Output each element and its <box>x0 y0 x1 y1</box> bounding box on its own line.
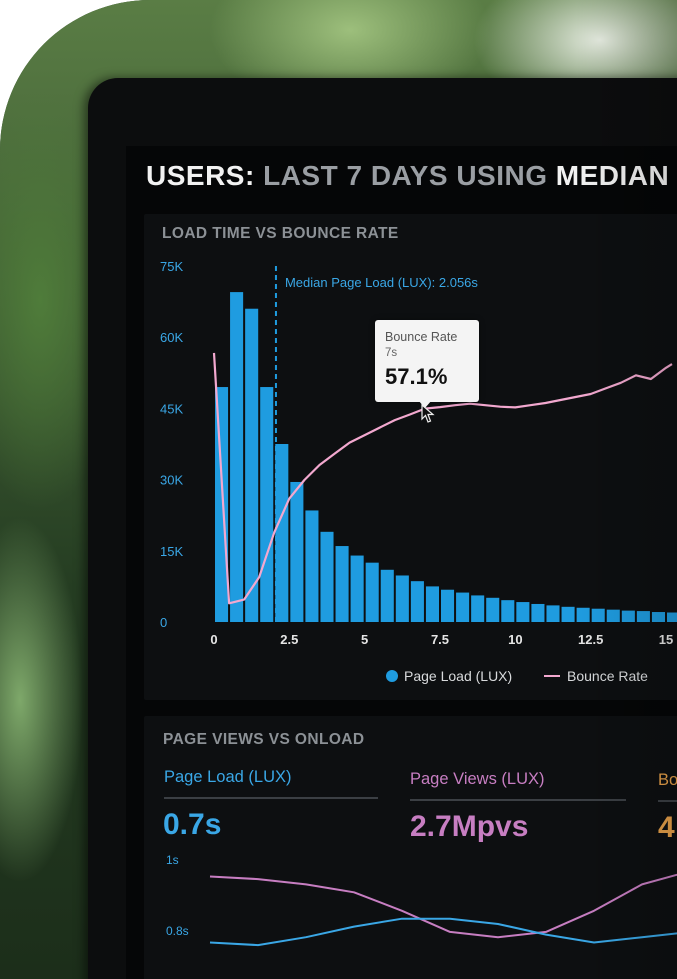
page-views-line <box>209 873 677 939</box>
bar <box>667 612 677 622</box>
metric-page-views-label: Page Views (LUX) <box>410 770 545 788</box>
tooltip-tail <box>418 400 432 408</box>
bounce-rate-tooltip: Bounce Rate 7s 57.1% <box>375 320 479 402</box>
x-tick-label: 12.5 <box>578 632 603 647</box>
bar <box>456 592 470 622</box>
metric-page-views-rule <box>410 799 626 801</box>
page-views-panel <box>144 716 677 979</box>
title-users: USERS: <box>146 160 255 191</box>
x-tick-label: 5 <box>361 632 368 647</box>
legend-bounce-rate: Bounce Rate <box>544 668 648 684</box>
bar <box>245 308 259 622</box>
metric-page-views-value: 2.7Mpvs <box>410 810 529 843</box>
chart1-title: LOAD TIME VS BOUNCE RATE <box>162 225 399 242</box>
bar <box>395 575 409 622</box>
bar <box>576 607 590 622</box>
dashboard-title: USERS: LAST 7 DAYS USING MEDIAN <box>146 160 669 192</box>
bar <box>335 546 349 622</box>
bar <box>561 606 575 622</box>
tooltip-label: Bounce Rate <box>385 330 458 344</box>
bar <box>230 292 244 622</box>
legend-page-load: Page Load (LUX) <box>386 668 512 684</box>
title-last-7-days: LAST 7 DAYS <box>263 160 449 191</box>
legend-dot-icon <box>386 670 398 682</box>
bar <box>215 387 229 622</box>
x-tick-label: 2.5 <box>280 632 298 647</box>
bar <box>441 589 455 622</box>
tooltip-value: 57.1% <box>385 364 448 389</box>
bar <box>501 600 515 622</box>
y-tick-label: 60K <box>160 330 183 345</box>
bar <box>290 481 304 622</box>
y-tick-label: 1s <box>166 853 179 867</box>
bar <box>531 603 545 622</box>
legend-line-icon <box>544 675 560 677</box>
y-tick-label: 30K <box>160 473 183 488</box>
bar <box>591 608 605 622</box>
y-tick-label: 45K <box>160 401 183 416</box>
bar <box>305 510 319 622</box>
legend-bounce-rate-label: Bounce Rate <box>567 668 648 684</box>
tooltip-x-label: 7s <box>385 347 398 359</box>
legend-page-load-label: Page Load (LUX) <box>404 668 513 684</box>
median-annotation: Median Page Load (LUX): 2.056s <box>285 275 478 290</box>
bounce-rate-line <box>212 352 673 605</box>
page-load-line <box>209 917 677 947</box>
y-tick-label: 75K <box>160 259 183 274</box>
metric-page-load-label: Page Load (LUX) <box>164 768 292 786</box>
bar <box>636 611 650 622</box>
metric-page-load-rule <box>164 797 378 799</box>
x-tick-label: 15 <box>659 632 673 647</box>
bar <box>621 610 635 622</box>
bar <box>486 597 500 622</box>
bar <box>606 609 620 622</box>
bar <box>380 569 394 622</box>
metric-page-load-value: 0.7s <box>163 808 222 841</box>
y-tick-label: 15K <box>160 544 183 559</box>
bar <box>410 581 424 622</box>
x-tick-label: 7.5 <box>431 632 449 647</box>
y-tick-label: 0 <box>160 615 167 630</box>
bar <box>471 595 485 622</box>
bar <box>365 562 379 622</box>
metric-bounce-rule <box>658 800 677 802</box>
bar <box>651 612 665 622</box>
bar <box>516 602 530 622</box>
x-tick-label: 0 <box>210 632 217 647</box>
metric-bounce-value: 4 <box>658 811 675 844</box>
metric-bounce-label: Bo <box>658 771 677 789</box>
title-median: MEDIAN <box>555 160 670 191</box>
bar <box>546 605 560 622</box>
x-tick-label: 10 <box>508 632 522 647</box>
bar <box>425 586 439 622</box>
chart2-title: PAGE VIEWS VS ONLOAD <box>163 731 365 748</box>
y-tick-label: 0.8s <box>166 924 189 938</box>
mouse-cursor-icon <box>421 404 435 423</box>
bar <box>350 555 364 622</box>
bar <box>320 531 334 622</box>
title-using: USING <box>456 160 548 191</box>
bar <box>275 444 289 622</box>
